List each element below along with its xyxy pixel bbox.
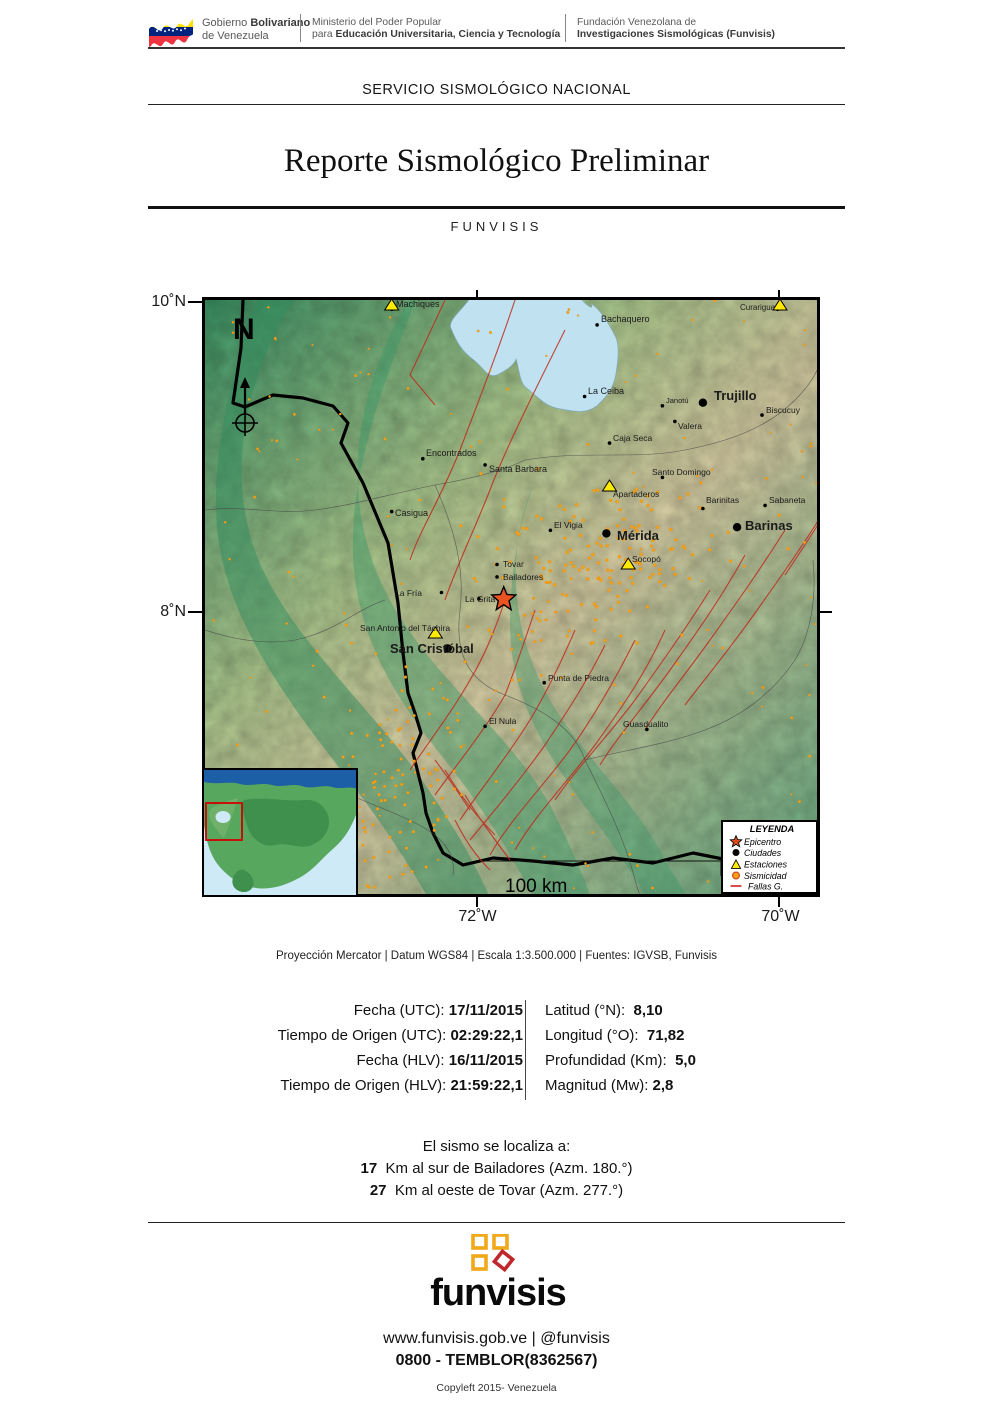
- svg-text:Barinitas: Barinitas: [706, 495, 739, 505]
- svg-text:Fallas G.: Fallas G.: [748, 881, 783, 891]
- svg-text:Santo Domingo: Santo Domingo: [652, 467, 711, 477]
- svg-text:100 km: 100 km: [505, 876, 567, 897]
- svg-text:Santa Barbara: Santa Barbara: [489, 464, 547, 474]
- svg-text:Ciudades: Ciudades: [744, 848, 782, 858]
- svg-text:N: N: [233, 313, 255, 346]
- svg-text:Casigua: Casigua: [395, 508, 428, 518]
- svg-text:La Ceiba: La Ceiba: [588, 386, 624, 396]
- svg-text:El Nula: El Nula: [489, 716, 517, 726]
- svg-text:La Fría: La Fría: [395, 588, 422, 598]
- svg-text:Trujillo: Trujillo: [714, 388, 757, 403]
- svg-text:Janotú: Janotú: [666, 396, 689, 405]
- svg-text:San Antonio del Táchira: San Antonio del Táchira: [360, 623, 450, 633]
- svg-text:Socopó: Socopó: [632, 554, 661, 564]
- svg-text:Sabaneta: Sabaneta: [769, 495, 806, 505]
- svg-text:El Vigia: El Vigia: [554, 520, 583, 530]
- svg-text:Machiques: Machiques: [396, 300, 440, 309]
- svg-text:LEYENDA: LEYENDA: [750, 824, 795, 834]
- svg-text:Apartaderos: Apartaderos: [613, 489, 659, 499]
- svg-text:Caja Seca: Caja Seca: [613, 433, 652, 443]
- svg-text:Encontrados: Encontrados: [426, 448, 477, 458]
- svg-text:Bailadores: Bailadores: [503, 572, 543, 582]
- svg-text:Punta de Piedra: Punta de Piedra: [548, 673, 609, 683]
- svg-text:Sismicidad: Sismicidad: [744, 871, 788, 881]
- svg-text:Curarigua: Curarigua: [740, 303, 776, 312]
- svg-text:Biscucuy: Biscucuy: [766, 405, 801, 415]
- svg-text:Mérida: Mérida: [617, 528, 660, 543]
- svg-text:Estaciones: Estaciones: [744, 859, 788, 869]
- svg-text:Barinas: Barinas: [745, 518, 793, 533]
- svg-text:Valera: Valera: [678, 421, 702, 431]
- svg-text:Tovar: Tovar: [503, 559, 524, 569]
- svg-text:Epicentro: Epicentro: [744, 837, 781, 847]
- svg-text:Bachaquero: Bachaquero: [601, 314, 650, 324]
- svg-text:La Grita: La Grita: [465, 594, 496, 604]
- svg-text:Guasdualito: Guasdualito: [623, 719, 669, 729]
- svg-text:San Cristóbal: San Cristóbal: [390, 641, 474, 656]
